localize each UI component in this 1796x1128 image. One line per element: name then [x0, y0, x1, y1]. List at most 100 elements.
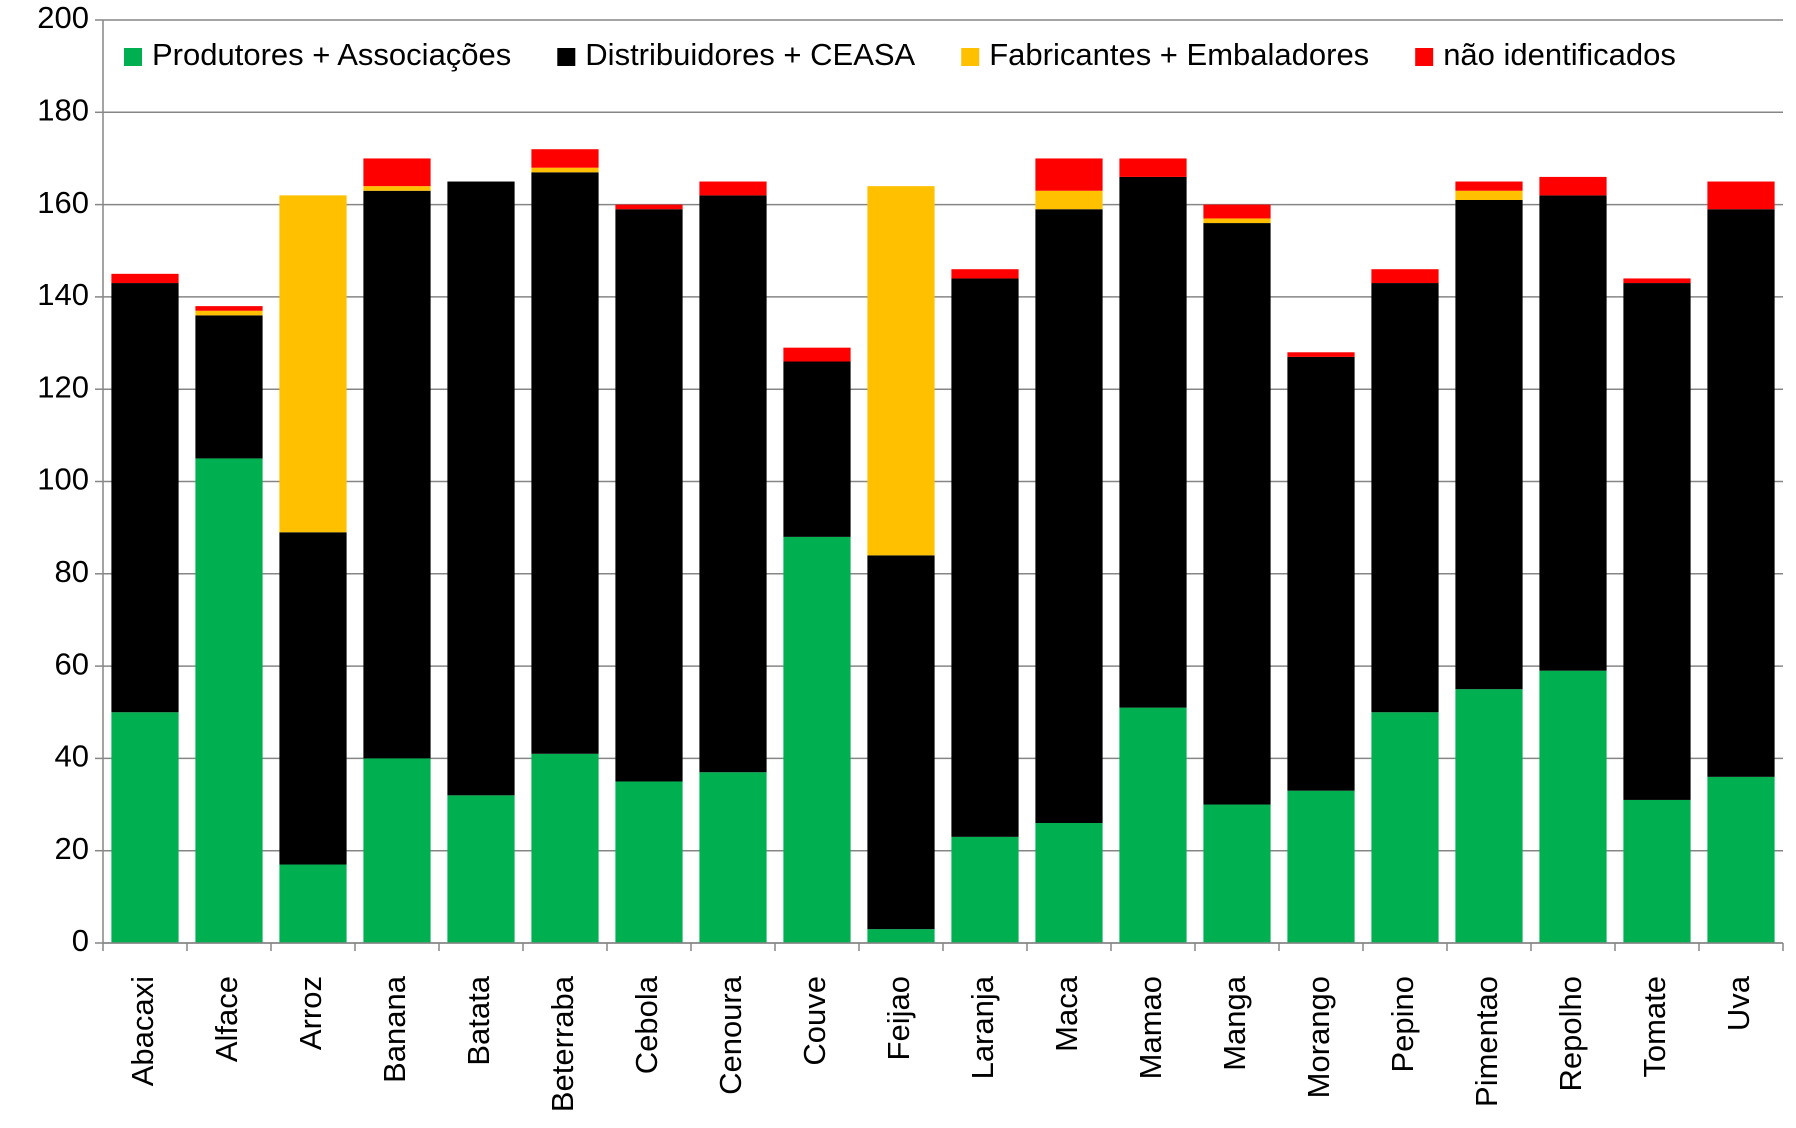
legend-swatch: [124, 48, 142, 66]
bar-segment: [1287, 356, 1355, 791]
bar-segment: [279, 195, 347, 533]
bar-segment: [1539, 195, 1607, 671]
bar-segment: [867, 555, 935, 930]
legend-swatch: [557, 48, 576, 66]
x-tick-label: Batata: [461, 975, 496, 1065]
bar-segment: [195, 310, 263, 316]
x-tick-label: Couve: [797, 976, 832, 1066]
bar-segment: [951, 269, 1019, 279]
legend-label: Fabricantes + Embaladores: [989, 37, 1369, 72]
legend-swatch: [1415, 48, 1434, 66]
y-tick-label: 200: [37, 0, 89, 35]
bar-segment: [447, 795, 515, 943]
y-tick-label: 0: [72, 923, 89, 958]
bar-segment: [1623, 799, 1691, 943]
y-tick-label: 80: [55, 554, 89, 589]
bar-segment: [1203, 804, 1271, 943]
x-tick-label: Abacaxi: [125, 976, 160, 1086]
bar-segment: [111, 283, 179, 713]
bar-segment: [1455, 190, 1523, 200]
bar-segment: [699, 772, 767, 943]
bar-segment: [1455, 181, 1523, 191]
x-tick-label: Arroz: [293, 976, 328, 1050]
bar-segment: [1035, 190, 1103, 210]
x-tick-label: Cebola: [629, 975, 664, 1074]
bar-segment: [1707, 776, 1775, 943]
bar-segment: [1707, 181, 1775, 210]
y-tick-label: 40: [55, 739, 89, 774]
bar-segment: [951, 278, 1019, 837]
y-tick-label: 160: [37, 185, 89, 220]
x-tick-label: Cenoura: [713, 975, 748, 1095]
bar-segment: [1287, 352, 1355, 357]
x-tick-label: Pimentao: [1469, 976, 1504, 1107]
x-tick-label: Pepino: [1385, 976, 1420, 1073]
bar-segment: [783, 361, 851, 537]
x-tick-label: Beterraba: [545, 975, 580, 1112]
bar-segment: [1035, 209, 1103, 824]
bar-segment: [1539, 670, 1607, 943]
legend-swatch: [961, 48, 980, 66]
bar-segment: [363, 158, 431, 187]
bar-segment: [699, 181, 767, 196]
y-tick-label: 100: [37, 462, 89, 497]
y-tick-label: 120: [37, 369, 89, 404]
bar-segment: [1371, 269, 1439, 284]
legend-label: Produtores + Associações: [152, 37, 511, 72]
bar-segment: [783, 347, 851, 362]
y-tick-label: 180: [37, 92, 89, 127]
legend-label: não identificados: [1443, 37, 1676, 72]
x-tick-label: Tomate: [1637, 976, 1672, 1078]
bar-segment: [195, 315, 263, 459]
x-tick-label: Banana: [377, 975, 412, 1083]
bar-segment: [1371, 712, 1439, 943]
bar-segment: [363, 186, 431, 191]
bar-segment: [615, 781, 683, 943]
bar-segment: [111, 712, 179, 943]
bar-segment: [363, 758, 431, 943]
bar-segment: [867, 186, 935, 556]
bar-segment: [1119, 707, 1187, 943]
bar-segment: [1707, 209, 1775, 777]
x-tick-label: Feijao: [881, 976, 916, 1060]
bar-segment: [867, 929, 935, 943]
bar-segment: [615, 209, 683, 782]
bar-segment: [531, 149, 599, 168]
y-tick-label: 20: [55, 831, 89, 866]
bar-segment: [1203, 218, 1271, 224]
legend-bg: [112, 31, 1776, 83]
bar-segment: [195, 306, 263, 311]
bar-segment: [1035, 823, 1103, 943]
legend-label: Distribuidores + CEASA: [585, 37, 915, 72]
bar-segment: [195, 458, 263, 943]
bar-segment: [1287, 790, 1355, 943]
bar-segment: [531, 167, 599, 173]
x-tick-label: Laranja: [965, 975, 1000, 1079]
x-tick-label: Morango: [1301, 976, 1336, 1098]
bar-segment: [1623, 283, 1691, 800]
bar-segment: [1539, 176, 1607, 196]
bar-segment: [1119, 158, 1187, 177]
x-tick-label: Mamao: [1133, 976, 1168, 1079]
bar-segment: [111, 273, 179, 284]
bar-segment: [1203, 204, 1271, 219]
bar-segment: [699, 195, 767, 773]
y-tick-label: 140: [37, 277, 89, 312]
bar-segment: [531, 172, 599, 754]
x-tick-label: Uva: [1721, 975, 1756, 1031]
bar-segment: [1455, 199, 1523, 690]
bar-segment: [783, 536, 851, 943]
bar-segment: [1623, 278, 1691, 284]
x-tick-label: Alface: [209, 976, 244, 1062]
bar-segment: [1119, 176, 1187, 708]
bar-segment: [615, 204, 683, 210]
bar-segment: [447, 181, 515, 796]
bar-segment: [1455, 689, 1523, 943]
x-tick-label: Repolho: [1553, 976, 1588, 1091]
bar-segment: [279, 864, 347, 943]
x-tick-label: Manga: [1217, 975, 1252, 1071]
bar-segment: [951, 836, 1019, 943]
x-tick-label: Maca: [1049, 975, 1084, 1052]
bar-segment: [1035, 158, 1103, 191]
